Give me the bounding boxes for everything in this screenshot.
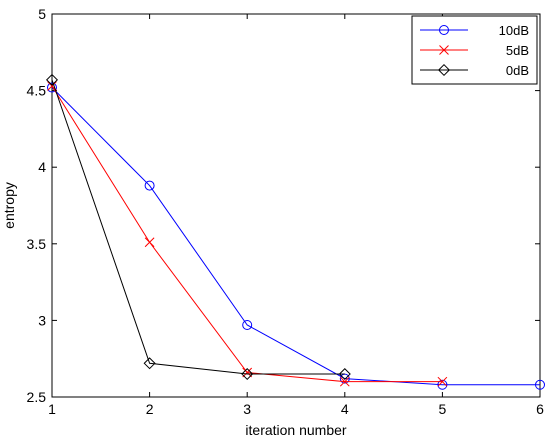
y-tick-label: 5 xyxy=(38,6,46,22)
y-axis-label: entropy xyxy=(1,182,17,229)
series-5dB xyxy=(47,81,448,387)
series-line xyxy=(51,87,540,386)
x-tick-label: 2 xyxy=(146,401,154,417)
marker-stroke xyxy=(242,367,253,378)
data-point xyxy=(242,319,253,330)
series-10dB xyxy=(47,82,545,390)
data-point xyxy=(439,45,449,55)
data-point xyxy=(437,379,448,390)
marker-stroke xyxy=(339,376,350,387)
x-tick-label: 6 xyxy=(536,401,544,417)
legend-item: 10dB xyxy=(420,23,529,38)
series-0dB xyxy=(45,73,351,381)
legend-label: 10dB xyxy=(499,23,529,38)
data-point xyxy=(47,82,57,93)
x-tick-label: 5 xyxy=(439,401,447,417)
legend-item: 0dB xyxy=(420,63,529,78)
data-point xyxy=(241,368,254,381)
x-tick-label: 4 xyxy=(341,401,349,417)
legend-label: 5dB xyxy=(506,43,529,58)
data-point xyxy=(338,368,351,381)
legend-item: 5dB xyxy=(420,43,529,58)
x-tick-label: 1 xyxy=(48,401,56,417)
data-point xyxy=(144,237,155,248)
data-point xyxy=(439,25,449,35)
series-line xyxy=(51,79,345,375)
data-point xyxy=(535,379,545,390)
y-tick-label: 3.5 xyxy=(27,236,47,252)
data-point xyxy=(339,376,350,387)
y-tick-label: 4.5 xyxy=(27,83,47,99)
x-tick-label: 3 xyxy=(243,401,251,417)
data-point xyxy=(242,367,253,378)
data-point xyxy=(437,376,448,387)
y-tick-label: 4 xyxy=(38,159,46,175)
marker-stroke xyxy=(47,81,57,91)
axis-ticks: 1 2 3 4 5 6 2.5 3 3.5 4 4.5 5 xyxy=(27,6,545,417)
y-tick-label: 2.5 xyxy=(27,389,47,405)
data-point xyxy=(45,73,59,86)
marker-stroke xyxy=(439,45,449,55)
data-point xyxy=(437,63,451,77)
series-layer xyxy=(45,73,545,390)
legend: 10dB 5dB 0dB xyxy=(411,15,538,85)
x-axis-label: iteration number xyxy=(245,422,347,438)
marker-stroke xyxy=(437,376,448,387)
data-point xyxy=(144,180,155,191)
legend-label: 0dB xyxy=(506,63,529,78)
marker-stroke xyxy=(144,237,155,248)
data-point xyxy=(143,357,156,370)
y-tick-label: 3 xyxy=(38,312,46,328)
